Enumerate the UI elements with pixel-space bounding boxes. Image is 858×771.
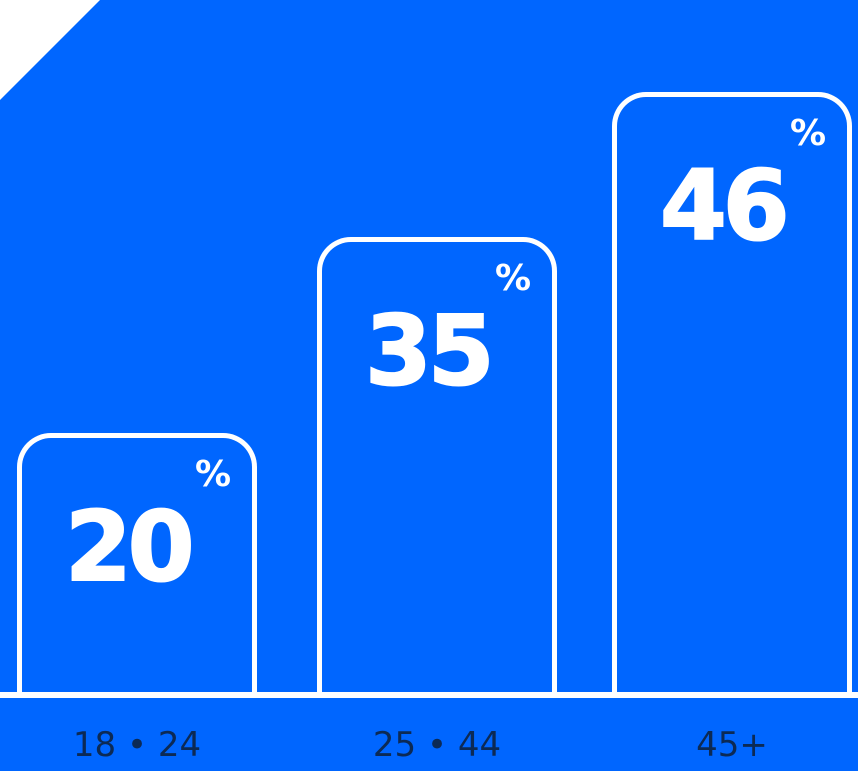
category-label: 18 • 24: [72, 725, 202, 765]
bar-value-label: 20: [64, 491, 196, 603]
category-axis: 18 • 24 25 • 44 45+: [0, 698, 858, 771]
bar-1: [17, 433, 257, 695]
category-label: 25 • 44: [372, 725, 502, 765]
category-label: 45+: [696, 725, 768, 765]
corner-decoration: [0, 0, 100, 100]
chart-baseline: [0, 692, 858, 698]
bar-value-label: 46: [659, 150, 791, 263]
bar-3: [612, 92, 852, 695]
bar-value-label: 35: [364, 294, 496, 407]
bar-2: [317, 236, 557, 695]
